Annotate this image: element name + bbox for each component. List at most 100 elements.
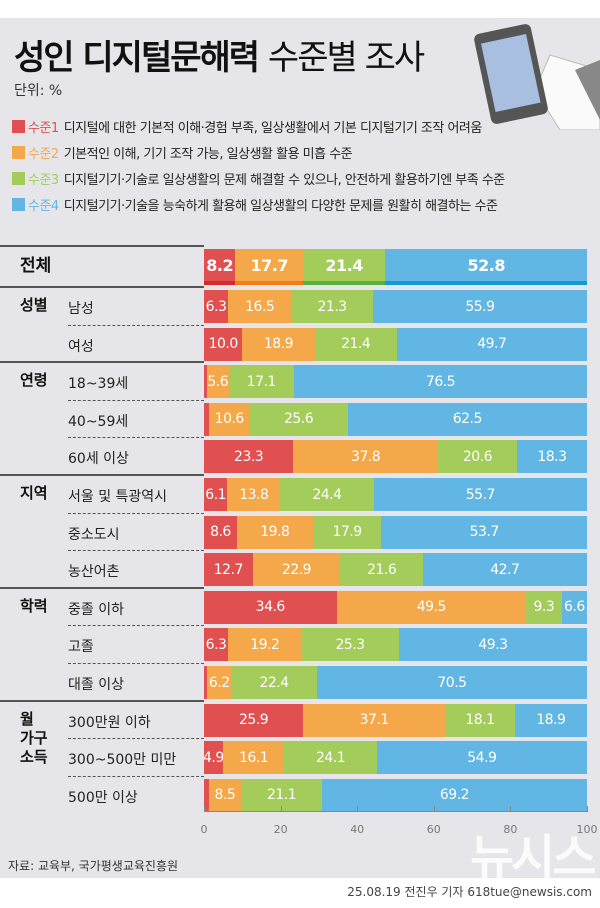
bar-segment-수준4: 76.5: [294, 365, 587, 399]
bar-segment-수준1: 25.9: [204, 703, 304, 737]
bar-segment-수준4: 18.3: [516, 440, 587, 474]
phone-illustration-icon: [474, 24, 600, 130]
bar-segment-수준2: 19.2: [228, 628, 302, 662]
bar-segment-수준1: 8.6: [204, 515, 237, 549]
legend-level: 수준3: [28, 173, 59, 188]
bar-segment-수준1: 4.9: [204, 741, 223, 775]
row-label: 대졸 이상: [68, 677, 124, 693]
bar-segment-수준3: 24.1: [284, 741, 377, 775]
bar-segment-수준2: 16.1: [222, 741, 285, 775]
group-separator: [0, 286, 204, 288]
bar-segment-수준1: 6.3: [204, 290, 229, 323]
bar-segment-수준4: 49.7: [396, 327, 587, 361]
bar-segment-수준3: 21.4: [303, 249, 386, 285]
group-label: 지역: [20, 484, 48, 502]
legend-swatch: [12, 198, 25, 211]
bar-segment-수준4: 52.8: [385, 249, 588, 285]
bar-segment-수준4: 55.9: [372, 290, 587, 323]
row-label: 중소도시: [68, 526, 120, 543]
row-label: 여성: [68, 338, 94, 355]
row-separator: [68, 324, 204, 326]
group-separator: [0, 474, 204, 476]
bar-segment-수준4: 49.3: [398, 628, 588, 662]
bar-segment-수준2: 5.6: [207, 365, 229, 399]
bar-segment-수준1: [204, 365, 208, 399]
bar-segment-수준4: 55.7: [373, 478, 587, 511]
x-tick-label: 0: [200, 823, 208, 836]
legend-desc: 디지털기기·기술로 일상생활의 문제 해결할 수 있으나, 안전하게 활용하기엔…: [63, 173, 506, 188]
bar-segment-수준3: 25.6: [249, 402, 348, 436]
row-separator: [68, 437, 204, 439]
bar-segment-수준1: 12.7: [204, 553, 253, 587]
row-separator: [68, 550, 204, 552]
source-text: 자료: 교육부, 국가평생교육진흥원: [8, 859, 179, 873]
x-tick-label: 40: [350, 823, 365, 836]
bar-segment-수준4: 69.2: [321, 778, 587, 812]
bar-segment-수준1: 34.6: [204, 590, 337, 624]
row-separator: [68, 738, 204, 740]
row-separator: [68, 775, 204, 777]
bar-segment-수준2: 17.7: [235, 249, 304, 285]
legend-desc: 디지털에 대한 기본적 이해·경험 부족, 일상생활에서 기본 디지털기기 조작…: [63, 121, 483, 136]
bar-segment-수준2: 37.8: [293, 440, 438, 474]
row-label: 18~39세: [68, 376, 129, 393]
tick-mark: [280, 806, 282, 812]
tick-mark: [433, 806, 435, 812]
watermark-logo: 뉴시스: [470, 830, 596, 886]
bar-segment-수준2: 13.8: [227, 478, 281, 511]
bar-segment-수준2: 16.5: [228, 290, 292, 323]
axis-line: [204, 811, 587, 812]
group-label: 연령: [20, 371, 48, 390]
bar-segment-수준2: 49.5: [336, 590, 527, 624]
row-separator: [68, 512, 204, 514]
bar-segment-수준4: 62.5: [347, 402, 587, 436]
row-separator: [68, 625, 204, 627]
unit-label: 단위: %: [14, 83, 63, 99]
bar-segment-수준2: 19.8: [236, 515, 313, 549]
legend-item: 수준4 디지털기기·기술을 능숙하게 활용해 일상생활의 다양한 문제를 원활히 …: [12, 195, 498, 214]
page-title: 성인 디지털문해력 수준별 조사: [14, 38, 425, 78]
credit-text: 25.08.19 전진우 기자 618tue@newsis.com: [347, 885, 592, 899]
group-separator: [0, 245, 204, 247]
row-separator: [68, 399, 204, 401]
x-tick-label: 60: [426, 823, 441, 836]
bar-segment-수준1: [204, 666, 208, 699]
legend-desc: 디지털기기·기술을 능숙하게 활용해 일상생활의 다양한 문제를 원활히 해결하…: [63, 199, 498, 214]
bar-segment-수준3: 17.1: [228, 365, 294, 399]
group-separator: [0, 699, 204, 702]
bar-segment-수준4: 53.7: [381, 515, 587, 549]
group-label: 전체: [20, 256, 52, 276]
bar-segment-수준2: 22.9: [252, 553, 341, 587]
row-label: 고졸: [68, 639, 94, 656]
legend-item: 수준2 기본적인 이해, 기기 조작 가능, 일상생활 활용 미흡 수준: [12, 143, 353, 162]
bar-segment-수준3: 22.4: [231, 666, 317, 699]
legend-item: 수준3 디지털기기·기술로 일상생활의 문제 해결할 수 있으나, 안전하게 활용…: [12, 169, 505, 188]
tick-mark: [510, 806, 512, 812]
row-label: 중졸 이하: [68, 601, 124, 618]
legend-swatch: [12, 146, 25, 159]
legend-swatch: [12, 172, 25, 185]
bar-segment-수준4: 54.9: [376, 741, 587, 775]
bar-segment-수준1: [204, 402, 209, 436]
bar-segment-수준3: 21.4: [314, 327, 397, 361]
tick-mark: [587, 806, 588, 812]
bar-segment-수준1: 8.2: [204, 249, 236, 285]
row-label: 40~59세: [68, 413, 129, 430]
bar-segment-수준1: 6.1: [204, 478, 228, 511]
row-label: 300~500만 미만: [68, 752, 177, 769]
x-tick-label: 100: [576, 823, 598, 836]
bar-segment-수준3: 25.3: [301, 628, 399, 662]
row-label: 농산어촌: [68, 564, 120, 581]
bar-segment-수준1: 6.3: [204, 628, 229, 662]
bar-segment-수준4: 6.6: [561, 590, 587, 624]
row-label: 500만 이상: [68, 789, 138, 806]
x-tick-label: 80: [503, 823, 518, 836]
group-label: 학력: [20, 596, 48, 615]
stacked-bar-chart: 전체 8.2 17.7 21.4 52.8 성별 남성 6.3 16.5 21.3 55.9 여성 10…: [0, 245, 598, 836]
bar-segment-수준2: 37.1: [303, 703, 446, 737]
legend-level: 수준4: [28, 199, 59, 214]
bar-segment-수준3: 18.1: [445, 703, 515, 737]
bar-segment-수준4: 42.7: [423, 553, 587, 587]
bar-segment-수준3: 21.3: [291, 290, 373, 323]
legend-desc: 기본적인 이해, 기기 조작 가능, 일상생활 활용 미흡 수준: [63, 147, 353, 162]
